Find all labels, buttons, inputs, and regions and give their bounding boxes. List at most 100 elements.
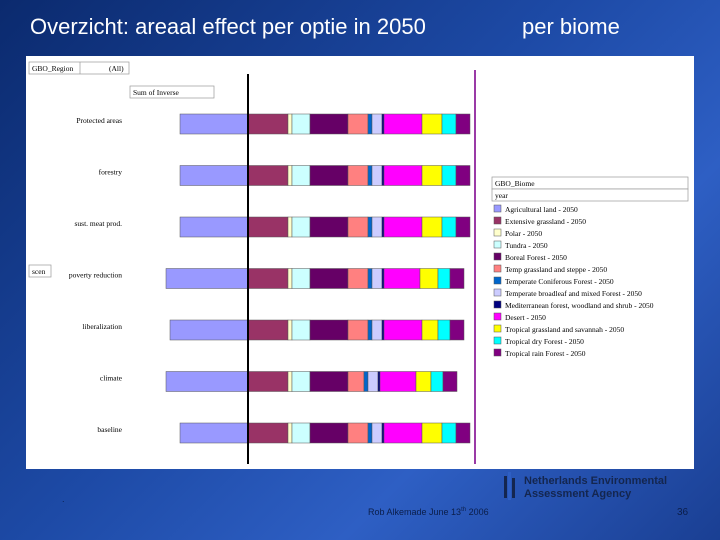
legend-swatch (493, 288, 502, 297)
legend-swatch (493, 300, 502, 309)
legend-swatch (493, 240, 502, 249)
legend-entry: Tropical dry Forest - 2050 (505, 337, 584, 346)
category-label: liberalization (82, 322, 122, 331)
bar-segment (381, 113, 385, 135)
category-label: forestry (99, 168, 123, 177)
legend: GBO_Biome year Agricultural land - 2050 E… (491, 176, 689, 358)
bar-segment (430, 371, 444, 392)
credit-main: Rob Alkemade June 13 (368, 507, 462, 517)
bar-segment (287, 216, 293, 238)
logo-line-2: Assessment Agency (524, 488, 632, 500)
credit-sup: th (461, 507, 467, 513)
bar-segment (421, 165, 443, 186)
bar-segment (437, 319, 451, 341)
bar-segment (179, 216, 249, 238)
bar-segment (347, 319, 369, 341)
category-label: climate (100, 374, 123, 383)
bar-segment (371, 165, 383, 186)
bar-segment (449, 319, 465, 341)
bar-segment (367, 319, 373, 341)
bar-segment (347, 165, 369, 186)
bar-segment (383, 422, 423, 444)
bar-segment (419, 268, 439, 289)
bar-segment (383, 268, 421, 289)
bar-segment (247, 216, 289, 238)
bar-segment (287, 165, 293, 186)
legend-entry: Extensive grassland - 2050 (505, 217, 586, 226)
bar-segment (347, 113, 369, 135)
legend-swatch (493, 228, 502, 237)
bar-segment (381, 216, 385, 238)
bar-segment (381, 422, 385, 444)
legend-entry: Tropical grassland and savannah - 2050 (505, 325, 624, 334)
slide-title: Overzicht: areaal effect per optie in 20… (30, 14, 426, 39)
logo-text: Netherlands Environmental Assessment Age… (524, 475, 667, 501)
bar-segment (363, 371, 369, 392)
bar-segment (287, 319, 293, 341)
bar-segment (437, 268, 451, 289)
agency-logo: Netherlands Environmental Assessment Age… (502, 468, 702, 508)
bar-segment (455, 216, 471, 238)
row-field-box[interactable] (28, 264, 52, 278)
bar-segment (169, 319, 249, 341)
bar-segment (383, 113, 423, 135)
filter-label: GBO_Region (32, 64, 74, 73)
bar-segment (179, 422, 249, 444)
bar-segment (347, 371, 365, 392)
legend-entry: Boreal Forest - 2050 (505, 253, 567, 262)
legend-entry: Tropical rain Forest - 2050 (505, 349, 586, 358)
bar-segment (247, 371, 289, 392)
legend-entry: Polar - 2050 (505, 229, 542, 238)
bar-segment (379, 371, 417, 392)
legend-title: GBO_Biome (495, 179, 535, 188)
bar-segment (367, 165, 373, 186)
bar-segment (421, 319, 439, 341)
bar-segment (165, 371, 249, 392)
bar-segment (309, 165, 349, 186)
bar-segment (371, 113, 383, 135)
bar-segment (247, 113, 289, 135)
bar-segment (455, 165, 471, 186)
credit-year: 2006 (466, 507, 489, 517)
bar-segment (371, 268, 383, 289)
bar-segment (449, 268, 465, 289)
bar-segment (381, 319, 385, 341)
logo-mark-icon (504, 472, 515, 500)
legend-entry: Temperate broadleaf and mixed Forest - 2… (505, 289, 642, 298)
legend-subtitle-box[interactable] (491, 188, 689, 202)
bar-segment (309, 319, 349, 341)
bar-segment (287, 422, 293, 444)
bar-segment (367, 216, 373, 238)
logo-line-1: Netherlands Environmental (524, 475, 668, 487)
bar-segment (421, 422, 443, 444)
bar-segment (347, 268, 369, 289)
bar-segment (287, 268, 293, 289)
filter-box[interactable] (28, 61, 130, 75)
legend-entry: Tundra - 2050 (505, 241, 548, 250)
bar-segment (291, 216, 311, 238)
row-field-label: scen (32, 267, 46, 276)
bar-segment (371, 319, 383, 341)
bar-segment (247, 165, 289, 186)
bar-segment (381, 268, 385, 289)
stacked-bar-chart: GBO_Region (All) Sum of Inverse scen Pro… (28, 61, 689, 464)
bar-segment (247, 319, 289, 341)
legend-swatch (493, 276, 502, 285)
bar-segment (371, 422, 383, 444)
bar-segment (377, 371, 381, 392)
data-field-box[interactable] (129, 85, 215, 99)
page-number: 36 (677, 507, 689, 518)
bar-segment (309, 371, 349, 392)
bar-segment (421, 216, 443, 238)
category-label: Protected areas (76, 116, 122, 125)
category-label: sust. meat prod. (75, 219, 123, 228)
bar-segment (287, 113, 293, 135)
bar-segment (441, 113, 457, 135)
legend-subtitle: year (495, 191, 508, 200)
legend-swatch (493, 204, 502, 213)
data-field-label: Sum of Inverse (133, 88, 179, 97)
bar-segment (309, 216, 349, 238)
bar-segment (441, 165, 457, 186)
bar-segment (383, 165, 423, 186)
filter-value: (All) (109, 64, 124, 73)
